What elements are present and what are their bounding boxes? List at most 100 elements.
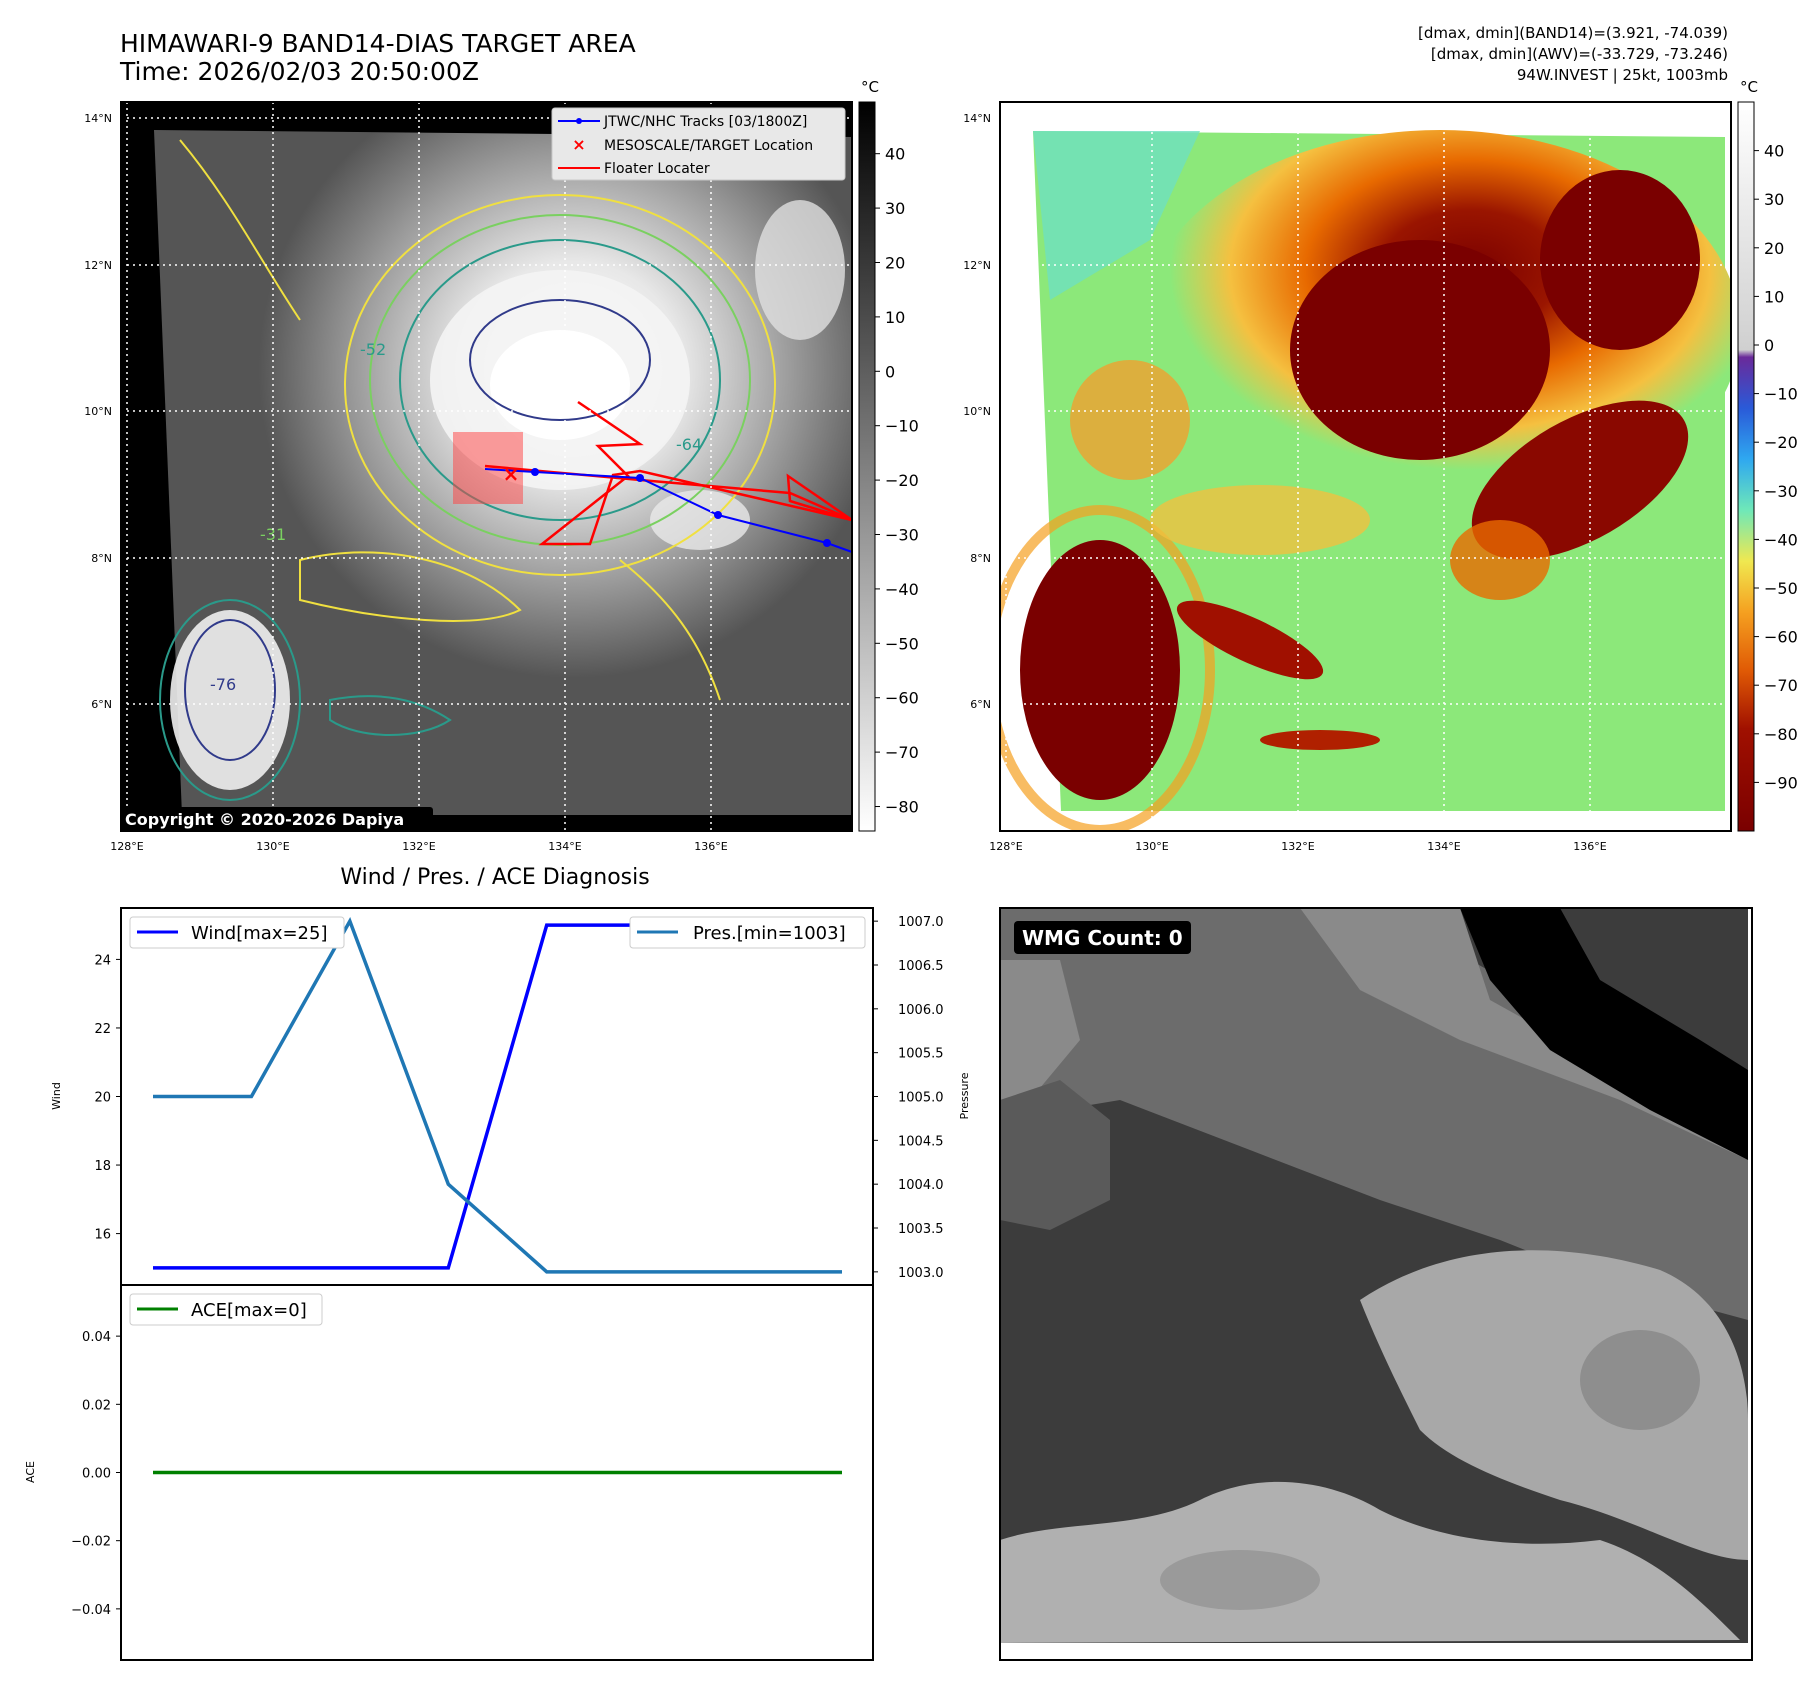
pressure-tick-label: 1004.0 xyxy=(898,1178,944,1193)
ir-lon-128: 128°E xyxy=(110,840,143,853)
wmg-count-badge: WMG Count: 0 xyxy=(1014,921,1191,954)
ir-lon-134: 134°E xyxy=(548,840,581,853)
awv-colorbar-tick-label: 40 xyxy=(1764,142,1784,161)
awv-lat-8: 8°N xyxy=(970,552,991,565)
pressure-tick-label: 1005.5 xyxy=(898,1047,944,1062)
awv-colorbar-tick-label: −70 xyxy=(1764,676,1798,695)
ir-lat-6: 6°N xyxy=(91,698,112,711)
page-title: HIMAWARI-9 BAND14-DIAS TARGET AREA xyxy=(120,29,636,58)
ace-tick-label: −0.04 xyxy=(71,1603,111,1618)
target-marker: × xyxy=(503,462,520,486)
ace-tick-label: 0.04 xyxy=(82,1330,111,1345)
awv-imagery xyxy=(1000,102,1731,831)
ir-lat-labels: 14°N 12°N 10°N 8°N 6°N xyxy=(84,112,112,711)
legend-target: MESOSCALE/TARGET Location xyxy=(604,138,813,154)
copyright-label: Copyright © 2020-2026 Dapiya xyxy=(125,810,404,829)
ir-lat-8: 8°N xyxy=(91,552,112,565)
awv-colorbar-tick-label: 10 xyxy=(1764,287,1784,306)
pressure-tick-label: 1005.0 xyxy=(898,1091,944,1106)
ir-colorbar-tick-label: 40 xyxy=(885,145,905,164)
ir-lat-10: 10°N xyxy=(84,405,112,418)
wind-tick-label: 24 xyxy=(94,953,111,968)
ir-lon-labels: 128°E 130°E 132°E 134°E 136°E xyxy=(110,840,727,853)
pressure-legend-label: Pres.[min=1003] xyxy=(693,923,846,944)
ir-colorbar-tick-label: −60 xyxy=(885,689,919,708)
awv-lon-130: 130°E xyxy=(1135,840,1168,853)
pressure-legend: Pres.[min=1003] xyxy=(629,916,866,949)
pressure-tick-label: 1007.0 xyxy=(898,915,944,930)
awv-colorbar-tick-label: −80 xyxy=(1764,725,1798,744)
wmg-imagery xyxy=(1000,908,1752,1660)
ir-legend: JTWC/NHC Tracks [03/1800Z] × MESOSCALE/T… xyxy=(551,107,846,181)
contour-label-52: -52 xyxy=(360,340,386,359)
awv-colorbar: °C 40 30 20 10 0 −10 −20 −30 −40 −50 −60 −70 −80 −90 xyxy=(1737,78,1798,832)
awv-lat-12: 12°N xyxy=(963,259,991,272)
ace-tick-label: 0.00 xyxy=(82,1467,111,1482)
wind-tick-label: 18 xyxy=(94,1159,111,1174)
wind-legend: Wind[max=25] xyxy=(129,916,345,949)
ir-map-panel: -31 -52 -64 -76 × xyxy=(84,78,919,853)
ir-colorbar-tick-label: 20 xyxy=(885,253,905,272)
wind-legend-label: Wind[max=25] xyxy=(191,923,328,944)
pressure-tick-label: 1004.5 xyxy=(898,1134,944,1149)
legend-floater: Floater Locater xyxy=(604,161,710,177)
awv-colorbar-unit: °C xyxy=(1740,78,1758,96)
ir-imagery: -31 -52 -64 -76 × xyxy=(126,102,852,831)
contour-label-76: -76 xyxy=(210,675,236,694)
awv-colorbar-tick-label: 30 xyxy=(1764,190,1784,209)
ir-colorbar-tick-label: 10 xyxy=(885,308,905,327)
ir-colorbar-tick-label: 0 xyxy=(885,362,895,381)
legend-tracks: JTWC/NHC Tracks [03/1800Z] xyxy=(603,114,807,130)
pressure-axis-label: Pressure xyxy=(958,1072,971,1119)
chart-title: Wind / Pres. / ACE Diagnosis xyxy=(340,865,649,890)
ace-axis-label: ACE xyxy=(24,1461,37,1483)
pressure-tick-label: 1006.0 xyxy=(898,1003,944,1018)
ace-legend-label: ACE[max=0] xyxy=(191,1300,307,1321)
ir-lat-12: 12°N xyxy=(84,259,112,272)
dmax-band14: [dmax, dmin](BAND14)=(3.921, -74.039) xyxy=(1418,24,1728,42)
pressure-series-line xyxy=(153,917,842,1274)
awv-colorbar-tick-label: −40 xyxy=(1764,530,1798,549)
ir-colorbar-tick-label: −10 xyxy=(885,417,919,436)
awv-lat-14: 14°N xyxy=(963,112,991,125)
ace-chart: ACE 0.04 0.02 0.00 −0.02 −0.04 ACE[max=0] xyxy=(24,1284,874,1661)
ir-lon-130: 130°E xyxy=(256,840,289,853)
ir-colorbar-tick-label: 30 xyxy=(885,199,905,218)
awv-colorbar-tick-label: 20 xyxy=(1764,239,1784,258)
ir-colorbar-tick-label: −50 xyxy=(885,634,919,653)
awv-lon-labels: 128°E 130°E 132°E 134°E 136°E xyxy=(989,840,1606,853)
awv-lat-labels: 14°N 12°N 10°N 8°N 6°N xyxy=(963,112,991,711)
ir-colorbar-tick-label: −40 xyxy=(885,580,919,599)
awv-lon-134: 134°E xyxy=(1427,840,1460,853)
ir-lon-132: 132°E xyxy=(402,840,435,853)
pressure-tick-label: 1006.5 xyxy=(898,959,944,974)
wmg-panel xyxy=(999,907,1753,1661)
awv-lat-6: 6°N xyxy=(970,698,991,711)
jtwc-track xyxy=(484,468,852,553)
awv-lon-136: 136°E xyxy=(1573,840,1606,853)
awv-colorbar-tick-label: −90 xyxy=(1764,773,1798,792)
wind-axis-label: Wind xyxy=(50,1082,63,1110)
awv-colorbar-tick-label: −20 xyxy=(1764,433,1798,452)
ace-legend: ACE[max=0] xyxy=(129,1293,323,1326)
ir-colorbar-unit: °C xyxy=(861,78,879,96)
wind-tick-label: 22 xyxy=(94,1022,111,1037)
ace-tick-label: 0.02 xyxy=(82,1398,111,1413)
awv-lon-128: 128°E xyxy=(989,840,1022,853)
legend-target-marker: × xyxy=(572,135,585,154)
ace-tick-label: −0.02 xyxy=(71,1535,111,1550)
pressure-tick-label: 1003.5 xyxy=(898,1222,944,1237)
contour-label-64: -64 xyxy=(676,435,702,454)
ir-colorbar-tick-label: −80 xyxy=(885,798,919,817)
ir-colorbar: °C 40 30 20 10 0 −10 −20 −30 −40 −50 −60 −70 −80 xyxy=(858,78,919,832)
awv-colorbar-tick-label: −10 xyxy=(1764,385,1798,404)
ir-lat-14: 14°N xyxy=(84,112,112,125)
awv-lat-10: 10°N xyxy=(963,405,991,418)
awv-lon-132: 132°E xyxy=(1281,840,1314,853)
awv-colorbar-tick-label: −30 xyxy=(1764,482,1798,501)
awv-colorbar-tick-label: −50 xyxy=(1764,579,1798,598)
awv-colorbar-tick-label: −60 xyxy=(1764,628,1798,647)
storm-info: 94W.INVEST | 25kt, 1003mb xyxy=(1517,66,1728,84)
wind-pressure-chart: Wind / Pres. / ACE Diagnosis Wind Pressu… xyxy=(50,865,971,1286)
dmax-awv: [dmax, dmin](AWV)=(-33.729, -73.246) xyxy=(1431,45,1728,63)
